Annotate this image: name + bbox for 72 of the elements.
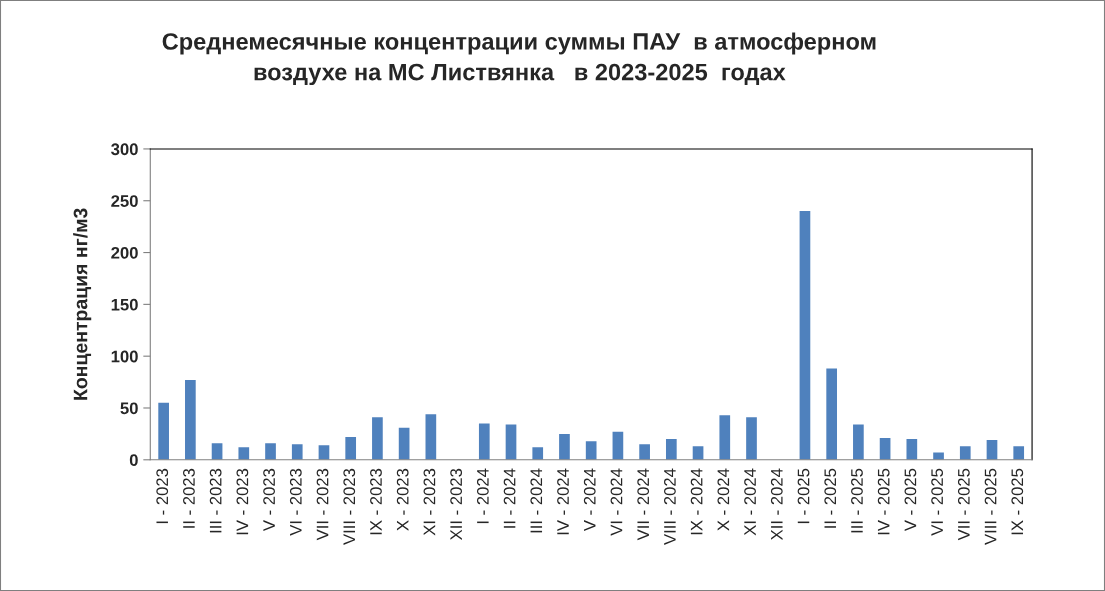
x-tick-label: VI - 2024 [610,468,623,536]
bar [746,417,757,460]
x-tick-label: X - 2023 [396,468,409,531]
bar [425,414,437,460]
bar [585,441,597,460]
bar [639,444,650,460]
x-tick-label: VIII - 2024 [664,468,676,545]
x-tick-label: III - 2023 [209,468,222,533]
y-tick-label: 300 [111,143,138,156]
bar [826,368,838,460]
x-tick-label: VII - 2024 [637,468,650,541]
bar [345,437,357,460]
bar [318,445,330,460]
x-tick-label: V - 2024 [583,468,596,532]
y-tick-label: 150 [111,298,138,311]
x-tick-label: II - 2025 [824,468,837,528]
x-tick-label: XII - 2023 [450,468,463,541]
bar [532,447,544,460]
x-tick-label: VIII - 2025 [984,468,997,545]
x-tick-label: I - 2024 [476,468,489,524]
bar [158,402,169,460]
x-tick-label: IV - 2023 [236,468,249,535]
bar [906,439,918,460]
x-tick-label: IV - 2024 [557,468,569,535]
y-tick-label: 0 [129,454,138,466]
bar [879,438,891,460]
x-tick-label: XII - 2024 [770,468,783,541]
bar [372,417,383,460]
x-tick-label: IX - 2025 [1011,468,1024,535]
bar [612,431,624,460]
x-tick-label: XI - 2023 [423,468,436,536]
bar [692,446,704,460]
x-tick-label: X - 2024 [717,468,730,531]
bar [665,439,677,460]
x-tick-label: VII - 2023 [316,468,329,541]
x-tick-label: VI - 2023 [289,468,302,536]
bar [559,433,570,460]
x-tick-label: II - 2024 [503,468,516,528]
x-tick-label: I - 2023 [156,468,169,524]
bar [291,444,303,460]
bar [986,440,998,460]
bar [505,424,517,460]
bar [799,211,811,460]
y-tick-label: 200 [111,246,138,259]
y-tick-label: 50 [120,402,138,415]
bar [211,443,223,460]
bar [265,443,276,460]
x-tick-label: IX - 2024 [690,468,703,535]
x-tick-label: VII - 2025 [957,468,970,541]
y-axis-title: Концентрация нг/м3 [73,208,92,400]
x-tick-label: VIII - 2023 [343,468,356,545]
x-tick-label: XI - 2024 [744,468,756,536]
bar [478,423,490,460]
bar [959,446,971,460]
x-tick-label: I - 2025 [797,468,810,524]
chart-title: Среднемесячные концентрации суммы ПАУ в атмосферном воздухе на МС Листвянка в 2023-2025 годах [162,32,876,86]
x-tick-label: IX - 2023 [370,468,382,535]
bar [185,380,196,460]
bar [398,427,410,460]
y-tick-label: 250 [111,195,138,207]
bar [853,424,864,460]
y-tick-label: 100 [111,350,138,363]
x-tick-label: V - 2025 [904,468,917,532]
x-tick-label: II - 2023 [183,468,195,528]
x-tick-label: V - 2023 [263,468,275,532]
bar [719,415,731,460]
bar [1013,446,1025,460]
x-tick-label: IV - 2025 [877,468,890,535]
bar [238,447,250,460]
x-tick-label: VI - 2025 [931,468,944,536]
x-tick-label: III - 2025 [851,468,863,533]
x-tick-label: III - 2024 [530,468,543,533]
